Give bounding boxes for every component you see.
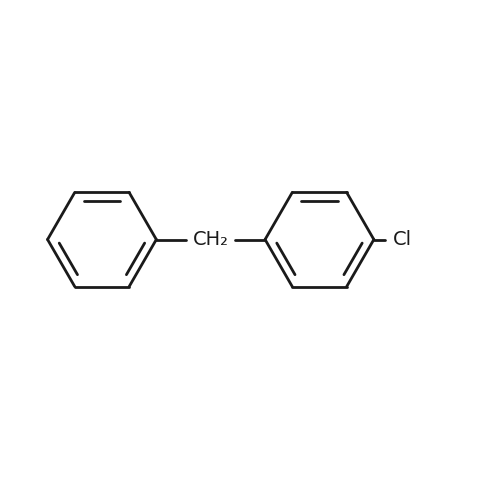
Text: Cl: Cl <box>393 230 412 249</box>
Text: CH₂: CH₂ <box>193 230 228 249</box>
